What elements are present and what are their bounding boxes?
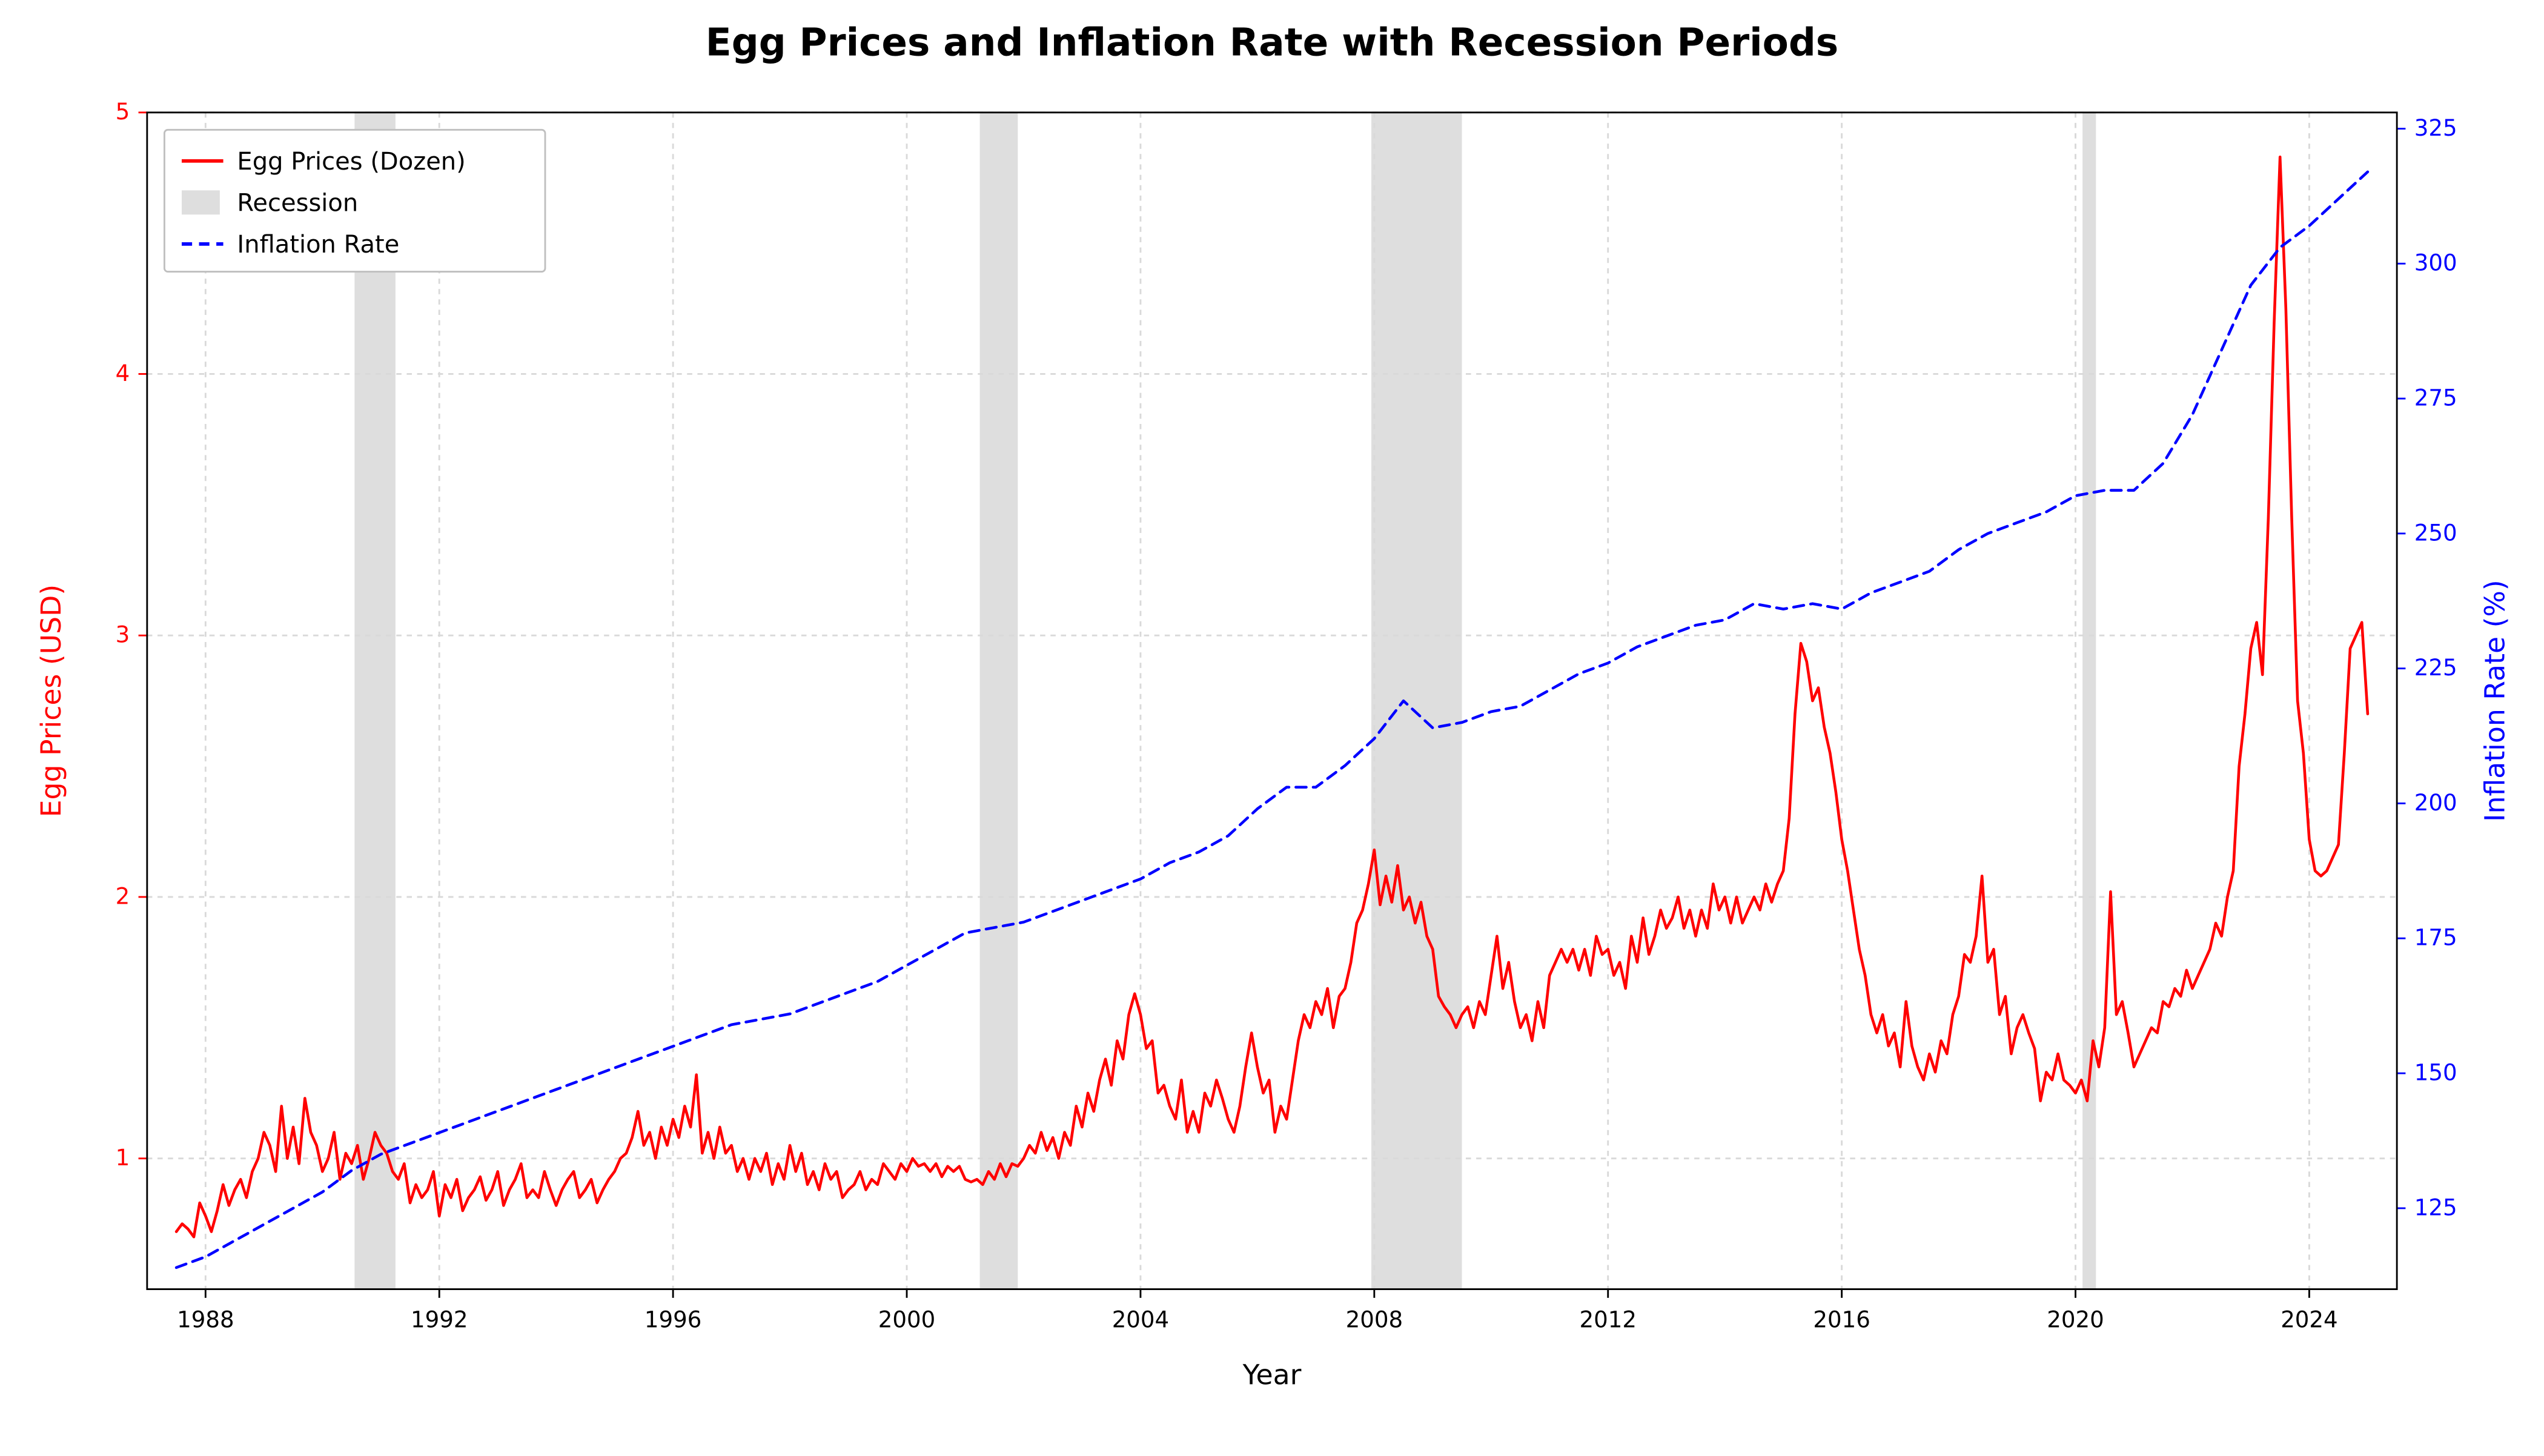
- recession-band: [2082, 113, 2096, 1289]
- legend-label: Inflation Rate: [237, 231, 399, 259]
- y-right-tick-label: 225: [2414, 655, 2457, 681]
- y-left-tick-label: 3: [116, 622, 130, 648]
- y-right-tick-label: 200: [2414, 790, 2457, 816]
- y-left-tick-label: 2: [116, 883, 130, 909]
- x-tick-label: 2024: [2281, 1306, 2337, 1332]
- y-right-tick-label: 325: [2414, 115, 2457, 141]
- legend-swatch-patch: [182, 190, 220, 214]
- chart-title: Egg Prices and Inflation Rate with Reces…: [706, 20, 1838, 64]
- recession-band: [980, 113, 1018, 1289]
- y-left-tick-label: 5: [116, 99, 130, 125]
- y-axis-right-label: Inflation Rate (%): [2479, 580, 2511, 822]
- y-right-tick-label: 175: [2414, 925, 2457, 951]
- y-right-tick-label: 125: [2414, 1194, 2457, 1220]
- x-tick-label: 1992: [411, 1306, 468, 1332]
- y-right-tick-label: 300: [2414, 250, 2457, 276]
- recession-band: [354, 113, 396, 1289]
- x-tick-label: 1996: [644, 1306, 701, 1332]
- dual-axis-time-series-chart: 1988199219962000200420082012201620202024…: [0, 0, 2544, 1456]
- legend-label: Egg Prices (Dozen): [237, 148, 465, 176]
- y-axis-left-label: Egg Prices (USD): [35, 584, 67, 818]
- y-left-tick-label: 1: [116, 1145, 130, 1171]
- chart-svg: 1988199219962000200420082012201620202024…: [0, 0, 2544, 1454]
- x-tick-label: 2008: [1346, 1306, 1403, 1332]
- legend-label: Recession: [237, 190, 358, 217]
- y-right-tick-label: 275: [2414, 385, 2457, 411]
- x-tick-label: 2016: [1813, 1306, 1870, 1332]
- x-tick-label: 2012: [1579, 1306, 1636, 1332]
- x-axis-label: Year: [1242, 1359, 1302, 1391]
- recession-band: [1371, 113, 1462, 1289]
- y-left-tick-label: 4: [116, 360, 130, 386]
- x-tick-label: 2000: [878, 1306, 935, 1332]
- y-right-tick-label: 150: [2414, 1060, 2457, 1086]
- x-tick-label: 2020: [2047, 1306, 2104, 1332]
- x-tick-label: 1988: [177, 1306, 234, 1332]
- y-right-tick-label: 250: [2414, 520, 2457, 546]
- x-tick-label: 2004: [1112, 1306, 1169, 1332]
